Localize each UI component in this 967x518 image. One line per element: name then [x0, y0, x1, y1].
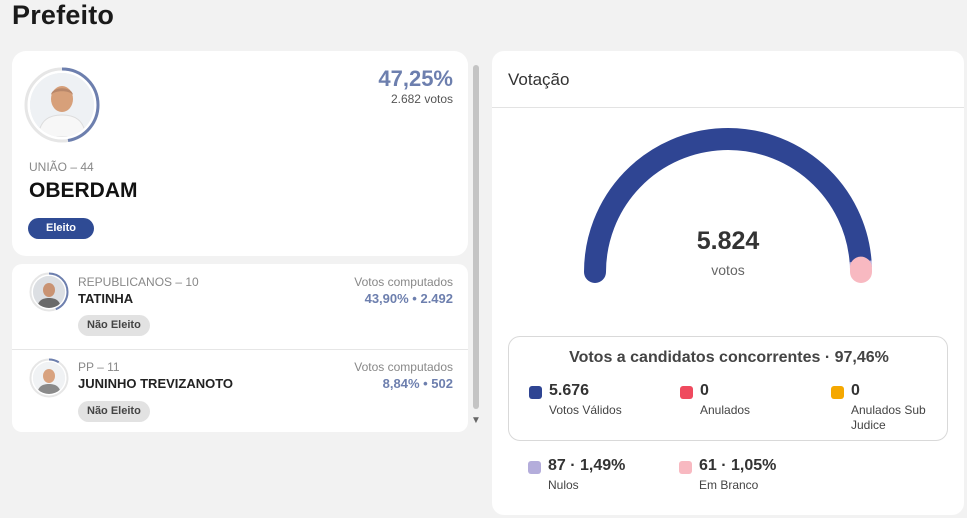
- candidates-list: REPUBLICANOS – 10 TATINHA Votos computad…: [12, 264, 468, 432]
- candidate-name: TATINHA: [78, 291, 134, 306]
- status-badge-eleito: Eleito: [28, 218, 94, 239]
- votes-computed-value: 8,84% • 502: [382, 376, 453, 391]
- status-badge-nao-eleito: Não Eleito: [78, 401, 150, 422]
- candidate-party: PP – 11: [78, 360, 120, 374]
- votacao-title: Votação: [508, 70, 570, 89]
- legend-value: 0: [851, 382, 860, 399]
- gauge-total: 5.824: [696, 227, 760, 255]
- valid-votes-title: Votos a candidatos concorrentes · 97,46%: [569, 349, 889, 366]
- person-icon: [33, 276, 65, 308]
- chevron-down-icon[interactable]: ▼: [471, 415, 481, 426]
- valid-votes-box: Votos a candidatos concorrentes · 97,46%…: [508, 336, 948, 441]
- status-badge-nao-eleito: Não Eleito: [78, 315, 150, 336]
- legend-value: 87 · 1,49%: [548, 457, 626, 474]
- legend-label: Nulos: [548, 478, 579, 492]
- avatar-photo: [30, 73, 94, 137]
- page-title: Prefeito: [12, 0, 115, 30]
- candidate-avatar: [29, 358, 69, 398]
- gauge-segment-votos-v-lidos: [584, 128, 872, 283]
- legend-swatch: [528, 461, 541, 474]
- scrollbar[interactable]: ▼: [470, 51, 482, 432]
- legend-value: 0: [700, 382, 709, 399]
- winner-card[interactable]: 47,25% 2.682 votos UNIÃO – 44 OBERDAM El…: [12, 51, 468, 256]
- votacao-header: Votação: [492, 51, 964, 108]
- legend-label: Votos Válidos: [549, 403, 622, 417]
- winner-votes: 2.682 votos: [390, 92, 453, 106]
- winner-avatar: [23, 66, 101, 144]
- votes-computed-label: Votos computados: [354, 360, 453, 374]
- candidate-row[interactable]: REPUBLICANOS – 10 TATINHA Votos computad…: [12, 264, 468, 348]
- avatar-photo: [33, 362, 65, 394]
- votes-computed-value: 43,90% • 2.492: [364, 291, 453, 306]
- legend-label: Em Branco: [699, 478, 759, 492]
- legend-value: 61 · 1,05%: [699, 457, 777, 474]
- legend-label: Anulados: [700, 403, 751, 417]
- person-icon: [30, 73, 94, 137]
- winner-progress-ring: [24, 67, 100, 143]
- candidate-row[interactable]: PP – 11 JUNINHO TREVIZANOTO Votos comput…: [12, 349, 468, 433]
- candidate-party: REPUBLICANOS – 10: [78, 275, 199, 289]
- candidate-avatar: [29, 272, 69, 312]
- candidate-progress-ring: [29, 358, 69, 398]
- votacao-panel: Votação 5.824 votos Votos a candidatos c…: [492, 51, 964, 515]
- winner-percent: 47,25%: [378, 66, 453, 91]
- legend-value: 5.676: [549, 382, 590, 399]
- votes-computed-label: Votos computados: [354, 275, 453, 289]
- scrollbar-thumb[interactable]: [473, 65, 479, 409]
- legend-swatch: [680, 386, 693, 399]
- winner-name: OBERDAM: [29, 179, 138, 202]
- avatar-photo: [33, 276, 65, 308]
- candidate-progress-ring: [29, 272, 69, 312]
- legend-swatch: [679, 461, 692, 474]
- votes-gauge: [584, 128, 872, 283]
- winner-party: UNIÃO – 44: [29, 160, 94, 174]
- candidate-name: JUNINHO TREVIZANOTO: [78, 376, 234, 391]
- gauge-total-label: votos: [711, 262, 745, 278]
- legend-swatch: [529, 386, 542, 399]
- legend-swatch: [831, 386, 844, 399]
- legend-label: Anulados Sub Judice: [851, 403, 926, 432]
- person-icon: [33, 362, 65, 394]
